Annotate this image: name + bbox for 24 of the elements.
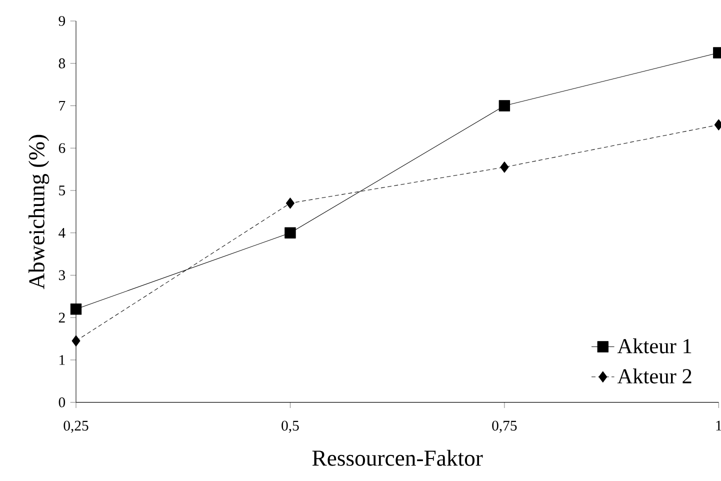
- point: [498, 100, 510, 112]
- x-tick-label: 0,75: [492, 420, 517, 433]
- point: [72, 335, 80, 346]
- y-tick-label: 9: [58, 16, 66, 26]
- y-tick-label: 2: [58, 312, 65, 322]
- y-tick-label: 7: [59, 100, 66, 111]
- legend-label: Akteur 2: [617, 368, 692, 384]
- point: [70, 304, 82, 315]
- y-axis-title: Abweichung (%): [28, 134, 50, 290]
- y-tick-label: 5: [59, 186, 66, 196]
- point: [500, 162, 509, 173]
- y-tick-label: 1: [60, 355, 65, 365]
- x-tick-label: 0,25: [64, 420, 88, 433]
- point: [284, 227, 296, 238]
- legend-label: Akteur 1: [617, 338, 692, 354]
- y-tick-label: 6: [58, 143, 66, 154]
- y-tick-label: 4: [58, 228, 66, 238]
- x-tick-label: 0,5: [282, 420, 299, 433]
- point: [286, 198, 294, 209]
- y-tick-label: 3: [58, 270, 66, 280]
- x-axis-title: Ressourcen-Faktor: [312, 450, 483, 466]
- y-tick-label: 0: [58, 397, 66, 408]
- y-tick-label: 8: [58, 58, 66, 68]
- x-tick-label: 1: [716, 420, 721, 430]
